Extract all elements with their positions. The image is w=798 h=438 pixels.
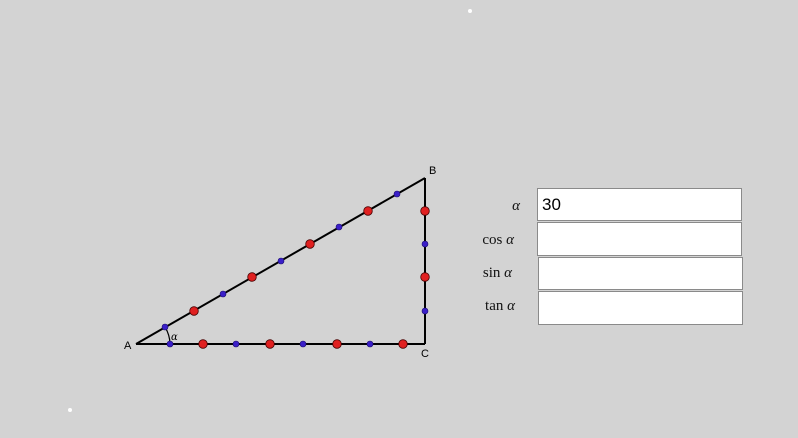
tan-label-func: tan xyxy=(485,298,504,314)
sin-label-func: sin xyxy=(482,265,501,281)
vertex-a-label: A xyxy=(124,340,132,352)
angle-alpha-label: α xyxy=(171,332,178,343)
hypotenuse-small-point[interactable] xyxy=(161,323,169,331)
hypotenuse-large-point[interactable] xyxy=(189,306,199,316)
cos-label-symbol: α xyxy=(506,232,514,248)
vertex-c-label: C xyxy=(421,348,429,360)
sin-alpha-input[interactable] xyxy=(538,257,743,290)
hypotenuse-large-point[interactable] xyxy=(247,272,257,282)
vertical-side-small-point[interactable] xyxy=(421,307,429,315)
base-large-point[interactable] xyxy=(332,339,342,349)
sin-label-symbol: α xyxy=(504,265,512,281)
base-small-point[interactable] xyxy=(232,340,240,348)
hypotenuse-small-point[interactable] xyxy=(219,290,227,298)
stray-dot xyxy=(68,408,72,412)
base-large-point[interactable] xyxy=(265,339,275,349)
stray-dot xyxy=(468,9,472,13)
tan-label-symbol: α xyxy=(507,298,515,314)
tan-alpha-label: tan α xyxy=(485,298,515,315)
vertex-b-label: B xyxy=(429,165,436,177)
vertical-side-large-point[interactable] xyxy=(420,272,430,282)
base-large-point[interactable] xyxy=(398,339,408,349)
hypotenuse-large-point[interactable] xyxy=(363,206,373,216)
base-large-point[interactable] xyxy=(198,339,208,349)
hypotenuse-small-point[interactable] xyxy=(277,257,285,265)
vertical-side-large-point[interactable] xyxy=(420,206,430,216)
tan-alpha-input[interactable] xyxy=(538,291,743,325)
cos-label-func: cos xyxy=(482,232,503,248)
base-small-point[interactable] xyxy=(299,340,307,348)
hypotenuse-large-point[interactable] xyxy=(305,239,315,249)
alpha-label: α xyxy=(512,198,520,215)
cos-alpha-label: cos α xyxy=(482,232,514,249)
cos-alpha-input[interactable] xyxy=(537,222,742,256)
hypotenuse-small-point[interactable] xyxy=(335,223,343,231)
alpha-label-symbol: α xyxy=(512,198,520,214)
hypotenuse-small-point[interactable] xyxy=(393,190,401,198)
base-small-point[interactable] xyxy=(166,340,174,348)
vertical-side-small-point[interactable] xyxy=(421,240,429,248)
base-small-point[interactable] xyxy=(366,340,374,348)
sin-alpha-label: sin α xyxy=(483,265,512,282)
alpha-input[interactable] xyxy=(537,188,742,221)
